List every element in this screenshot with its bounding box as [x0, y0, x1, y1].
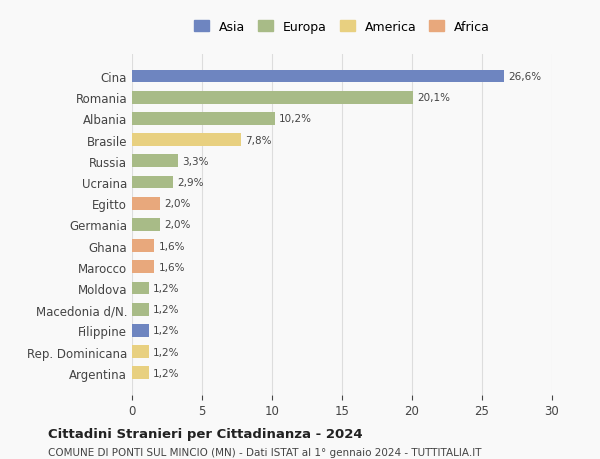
Bar: [132, 176, 173, 189]
Text: 3,3%: 3,3%: [182, 157, 209, 167]
Text: 2,0%: 2,0%: [164, 199, 191, 209]
Bar: [132, 346, 149, 358]
Bar: [132, 325, 149, 337]
Bar: [132, 218, 160, 231]
Bar: [132, 282, 149, 295]
Bar: [132, 113, 275, 125]
Bar: [132, 303, 149, 316]
Text: 1,2%: 1,2%: [153, 283, 179, 293]
Text: 26,6%: 26,6%: [509, 72, 542, 82]
Bar: [132, 197, 160, 210]
Bar: [132, 261, 154, 274]
Bar: [132, 92, 413, 104]
Text: 1,2%: 1,2%: [153, 326, 179, 336]
Bar: [132, 134, 241, 147]
Text: 7,8%: 7,8%: [245, 135, 272, 146]
Text: 1,2%: 1,2%: [153, 368, 179, 378]
Text: COMUNE DI PONTI SUL MINCIO (MN) - Dati ISTAT al 1° gennaio 2024 - TUTTITALIA.IT: COMUNE DI PONTI SUL MINCIO (MN) - Dati I…: [48, 448, 482, 458]
Text: 10,2%: 10,2%: [279, 114, 312, 124]
Bar: [132, 240, 154, 252]
Text: 1,2%: 1,2%: [153, 304, 179, 314]
Bar: [132, 155, 178, 168]
Bar: [132, 71, 505, 83]
Text: 1,2%: 1,2%: [153, 347, 179, 357]
Text: 2,0%: 2,0%: [164, 220, 191, 230]
Text: 2,9%: 2,9%: [177, 178, 203, 188]
Text: Cittadini Stranieri per Cittadinanza - 2024: Cittadini Stranieri per Cittadinanza - 2…: [48, 427, 362, 440]
Text: 1,6%: 1,6%: [158, 262, 185, 272]
Legend: Asia, Europa, America, Africa: Asia, Europa, America, Africa: [191, 17, 493, 38]
Bar: [132, 367, 149, 379]
Text: 1,6%: 1,6%: [158, 241, 185, 251]
Text: 20,1%: 20,1%: [418, 93, 451, 103]
